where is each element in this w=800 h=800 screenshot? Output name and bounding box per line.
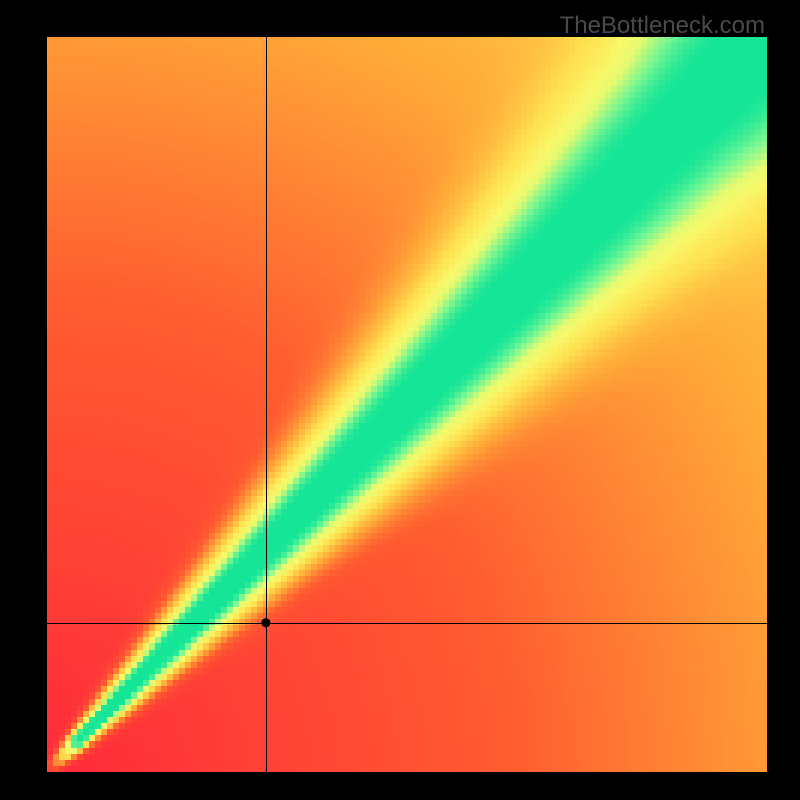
watermark-text: TheBottleneck.com — [560, 12, 765, 40]
bottleneck-heatmap — [47, 37, 767, 772]
chart-container: TheBottleneck.com — [0, 0, 800, 800]
